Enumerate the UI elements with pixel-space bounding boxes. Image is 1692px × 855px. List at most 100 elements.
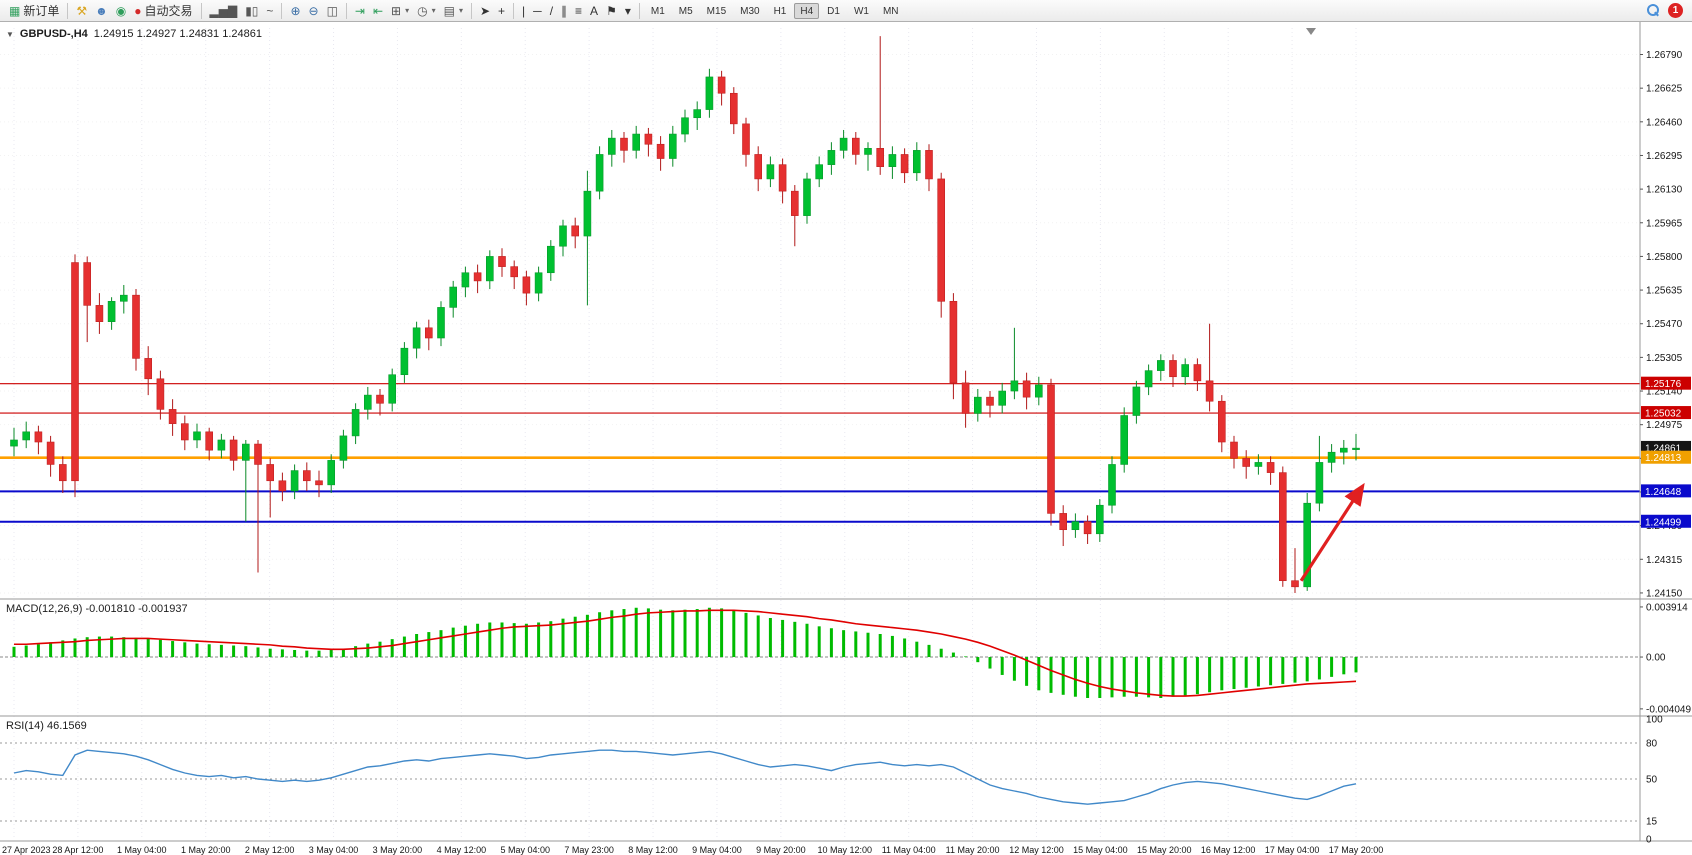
timeframe-button-d1[interactable]: D1 bbox=[827, 5, 840, 17]
price-axis-label: 1.26460 bbox=[1646, 117, 1683, 128]
candle-body bbox=[766, 164, 775, 180]
period-button[interactable]: ◷ ▾ bbox=[413, 2, 440, 20]
expert-advisors-icon[interactable]: ⚒ bbox=[72, 2, 91, 20]
zoom-in-button[interactable]: ⊕ bbox=[286, 2, 304, 20]
bar-chart-mode-button[interactable]: ▂▅▇ bbox=[206, 2, 242, 20]
chevron-down-icon: ▾ bbox=[405, 6, 410, 15]
candle-body bbox=[217, 439, 226, 451]
candle-body bbox=[58, 464, 67, 482]
candle-body bbox=[327, 460, 336, 486]
macd-panel: 0.003914 0.00 -0.004049 bbox=[0, 602, 1691, 715]
time-axis-label: 4 May 12:00 bbox=[437, 845, 487, 855]
vertical-line-button[interactable]: | bbox=[518, 2, 529, 20]
candle-body bbox=[1340, 447, 1348, 453]
horizontal-level-lines[interactable] bbox=[0, 383, 1640, 523]
shapes-dropdown-button[interactable]: ▾ bbox=[621, 2, 635, 20]
candle-body bbox=[729, 92, 738, 125]
candle-body bbox=[1218, 400, 1226, 443]
vertical-line-button-icon: | bbox=[522, 3, 526, 18]
text-button-icon: A bbox=[590, 3, 599, 18]
rsi-axis-label: 80 bbox=[1646, 739, 1658, 750]
shapes-dropdown-button-icon: ▾ bbox=[624, 3, 631, 18]
timeframe-button-w1[interactable]: W1 bbox=[853, 5, 869, 17]
candle-body bbox=[412, 327, 421, 349]
horizontal-line-button[interactable]: ─ bbox=[529, 2, 546, 20]
text-button[interactable]: A bbox=[586, 2, 602, 20]
collapse-icon[interactable]: ▼ bbox=[6, 30, 14, 39]
price-chart-canvas[interactable]: 1.26790 1.26625 1.26460 1.26295 1.26130 1.259… bbox=[0, 22, 1692, 855]
candle-body bbox=[937, 178, 946, 302]
candle-body bbox=[107, 300, 116, 322]
new-chart-button[interactable]: ⊞ ▾ bbox=[387, 2, 413, 20]
tile-windows-button[interactable]: ◫ bbox=[323, 2, 342, 20]
trendline-button[interactable]: / bbox=[546, 2, 557, 20]
search-icon[interactable] bbox=[1647, 4, 1660, 17]
auto-trading-button[interactable]: ● 自动交易 bbox=[130, 2, 196, 20]
template-button-icon: ▤ bbox=[443, 3, 455, 18]
candle-body bbox=[839, 137, 848, 151]
candle-body bbox=[742, 123, 750, 155]
candle-body bbox=[132, 294, 140, 359]
timeframe-button-h4[interactable]: H4 bbox=[794, 2, 820, 19]
timeframe-button-m1[interactable]: M1 bbox=[650, 5, 665, 17]
price-axis[interactable]: 1.26790 1.26625 1.26460 1.26295 1.26130 1.259… bbox=[1640, 50, 1691, 599]
price-axis-label: 1.25140 bbox=[1646, 387, 1683, 398]
candle-body bbox=[510, 266, 519, 278]
candlestick-mode-button-icon: ▮▯ bbox=[245, 3, 259, 18]
chart-shift-marker[interactable] bbox=[1306, 28, 1316, 35]
price-badge: 1.25176 bbox=[1641, 376, 1691, 390]
timeframe-button-m15[interactable]: M15 bbox=[706, 5, 727, 17]
timeframe-button-m30[interactable]: M30 bbox=[740, 5, 760, 17]
price-badge: 1.24813 bbox=[1641, 450, 1691, 464]
arrow-label-button[interactable]: ⚑ bbox=[602, 2, 621, 20]
fibonacci-button[interactable]: ≡ bbox=[571, 2, 586, 20]
time-axis-label: 8 May 12:00 bbox=[628, 845, 678, 855]
candle-body bbox=[681, 117, 689, 135]
candle-body bbox=[1108, 464, 1116, 506]
timeframe-button-h1[interactable]: H1 bbox=[773, 5, 787, 17]
trend-arrow-annotation[interactable] bbox=[1299, 482, 1365, 582]
price-axis-label: 1.25470 bbox=[1646, 319, 1683, 330]
candle-body bbox=[986, 396, 994, 406]
auto-scroll-button[interactable]: ⇥ bbox=[351, 2, 369, 20]
new-order-button[interactable]: ▦ 新订单 bbox=[5, 2, 63, 20]
macd-signal-line bbox=[14, 609, 1357, 697]
toolbar-separator bbox=[281, 2, 283, 19]
market-icon[interactable]: ◉ bbox=[112, 2, 130, 20]
crosshair-button[interactable]: + bbox=[494, 2, 509, 20]
candle-body bbox=[522, 276, 531, 294]
fibonacci-button-icon: ≡ bbox=[575, 3, 583, 18]
price-axis-label: 1.25800 bbox=[1646, 252, 1683, 263]
candle-body bbox=[1169, 360, 1177, 378]
chart-shift-button[interactable]: ⇤ bbox=[369, 2, 387, 20]
price-axis-label: 1.25305 bbox=[1646, 353, 1683, 364]
candle-body bbox=[864, 148, 872, 155]
community-profile-icon[interactable]: ☻ bbox=[91, 2, 112, 20]
candle-body bbox=[388, 374, 397, 404]
macd-axis-label: 0.00 bbox=[1646, 653, 1666, 664]
candlesticks bbox=[10, 36, 1360, 593]
chart-window[interactable]: 1.26790 1.26625 1.26460 1.26295 1.26130 1.259… bbox=[0, 22, 1692, 855]
candle-body bbox=[900, 154, 909, 174]
candlestick-mode-button[interactable]: ▮▯ bbox=[241, 2, 262, 20]
toolbar-separator bbox=[200, 2, 202, 19]
equidistant-channel-button[interactable]: ∥ bbox=[557, 2, 571, 20]
timeframe-button-m5[interactable]: M5 bbox=[678, 5, 693, 17]
cursor-button[interactable]: ➤ bbox=[476, 2, 494, 20]
time-axis[interactable]: 27 Apr 2023 28 Apr 12:00 1 May 04:00 1 May … bbox=[2, 845, 1383, 855]
candle-body bbox=[278, 480, 287, 492]
line-chart-mode-button[interactable]: ~ bbox=[262, 2, 277, 20]
template-button[interactable]: ▤ ▾ bbox=[440, 2, 467, 20]
candle-body bbox=[473, 272, 482, 282]
time-axis-label: 3 May 20:00 bbox=[373, 845, 423, 855]
zoom-out-button[interactable]: ⊖ bbox=[305, 2, 323, 20]
time-axis-label: 12 May 12:00 bbox=[1009, 845, 1064, 855]
timeframe-button-mn[interactable]: MN bbox=[882, 5, 899, 17]
notification-badge[interactable]: 1 bbox=[1668, 3, 1683, 18]
candle-body bbox=[876, 148, 885, 167]
rsi-indicator-label: RSI(14) 46.1569 bbox=[6, 720, 87, 732]
candle-body bbox=[424, 327, 433, 339]
horizontal-line-button-icon: ─ bbox=[533, 3, 542, 18]
chevron-down-icon: ▾ bbox=[431, 6, 436, 15]
